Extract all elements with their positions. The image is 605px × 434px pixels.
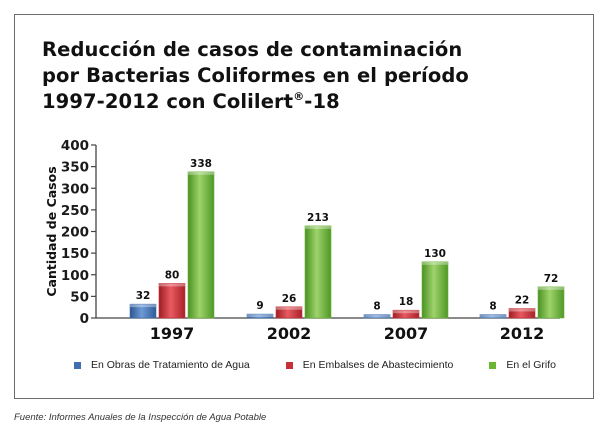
title-line-3-text: 1997-2012 con Colilert [42,90,294,113]
bar-2012-series-3 [537,286,565,319]
bar-value-label: 338 [190,158,212,170]
y-tick-label: 300 [61,181,89,197]
bar-value-label: 18 [399,296,414,308]
bar-top-highlight [480,314,506,318]
bar-top-highlight [305,225,331,229]
source-note: Fuente: Informes Anuales de la Inspecció… [14,412,267,423]
legend-label: En Embalses de Abastecimiento [302,359,454,371]
bar-top-highlight [538,286,564,290]
bar-value-label: 72 [544,273,559,285]
legend-swatch [74,361,81,369]
x-tick-label-2007: 2007 [384,324,429,343]
legend-label: En Obras de Tratamiento de Agua [91,359,250,371]
y-tick-label: 200 [61,225,89,241]
bar-1997-series-3 [187,171,215,319]
title-line-2: por Bacterias Coliformes en el período [42,64,469,87]
bar-1997-series-1 [129,303,157,319]
bar-value-label: 26 [282,293,297,305]
bar-top-highlight [276,306,302,310]
bar-2007-series-2 [392,309,420,319]
y-tick-label: 250 [61,203,89,219]
bar-top-highlight [188,171,214,175]
bar-value-label: 8 [373,301,380,313]
x-tick-label-1997: 1997 [150,324,195,343]
y-tick-label: 50 [70,289,89,305]
bar-value-label: 22 [515,294,530,306]
bar-top-highlight [509,308,535,312]
bar-top-highlight [422,261,448,265]
legend-swatch [285,361,293,369]
bar-2012-series-2 [508,308,536,319]
bar-1997-series-2 [158,283,186,319]
bar-value-label: 130 [424,248,446,260]
bar-value-label: 32 [136,290,151,302]
bar-2002-series-1 [246,313,274,319]
x-tick-label-2012: 2012 [500,324,545,343]
title-line-3: 1997-2012 con Colilert®-18 [42,89,562,115]
legend-item-2: En Embalses de Abastecimiento [285,359,454,371]
chart-title: Reducción de casos de contaminación por … [42,37,562,115]
chart-frame [14,14,594,399]
bar-top-highlight [247,314,273,318]
bar-value-label: 213 [307,212,329,224]
y-tick-label: 0 [80,311,89,327]
bar-value-label: 9 [256,300,263,312]
bar-value-label: 80 [165,269,180,281]
bar-value-label: 8 [489,301,496,313]
legend-label: En el Grifo [506,359,556,371]
title-line-1: Reducción de casos de contaminación [42,38,463,61]
chart-legend: En Obras de Tratamiento de Agua En Embals… [74,358,592,372]
legend-swatch [489,361,497,369]
bar-2007-series-1 [363,314,391,319]
bar-top-highlight [159,283,185,287]
y-axis-title: Cantidad de Casos [44,166,59,296]
y-tick-label: 400 [61,138,89,154]
bar-2012-series-1 [479,314,507,319]
y-tick-label: 350 [61,160,89,176]
x-tick-label-2002: 2002 [267,324,312,343]
y-tick-label: 100 [61,268,89,284]
legend-item-3: En el Grifo [489,359,556,371]
title-line-3-end: -18 [304,90,340,113]
bar-2007-series-3 [421,261,449,319]
y-tick-label: 150 [61,246,89,262]
bar-top-highlight [130,304,156,308]
bar-top-highlight [364,314,390,318]
bar-2002-series-3 [304,225,332,319]
bar-2002-series-2 [275,306,303,319]
bar-top-highlight [393,310,419,314]
legend-item-1: En Obras de Tratamiento de Agua [74,359,250,371]
registered-mark: ® [293,90,305,103]
